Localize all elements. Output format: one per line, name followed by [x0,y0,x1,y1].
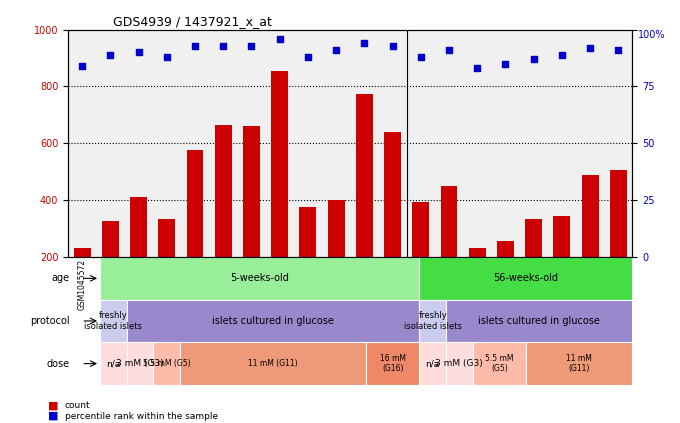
Text: 16 mM
(G16): 16 mM (G16) [380,354,406,374]
Bar [581,175,598,257]
Point [218,42,228,49]
Text: GDS4939 / 1437921_x_at: GDS4939 / 1437921_x_at [113,16,272,28]
Bar [186,151,203,257]
Bar [100,299,126,342]
Bar [180,342,366,385]
Bar [473,342,526,385]
Bar [441,186,458,257]
Point [161,54,172,60]
Point [330,47,341,53]
Point [133,49,144,56]
Point [190,42,201,49]
Bar [126,299,420,342]
Bar [610,170,627,257]
Bar [526,342,632,385]
Bar [554,216,571,257]
Bar [420,299,446,342]
Bar [271,71,288,257]
Point [556,51,567,58]
Text: islets cultured in glucose: islets cultured in glucose [478,316,600,326]
Bar [243,126,260,257]
Text: freshly
isolated islets: freshly isolated islets [84,311,142,331]
Point [274,36,285,42]
Text: age: age [51,273,69,283]
Point [387,42,398,49]
Text: n/a: n/a [106,359,120,368]
Bar [100,257,420,299]
Point [246,42,257,49]
Bar [412,202,429,257]
Bar [366,342,420,385]
Bar [158,219,175,257]
Text: 5-weeks-old: 5-weeks-old [231,273,289,283]
Bar [153,342,180,385]
Bar [469,248,486,257]
Point [77,63,88,69]
Point [585,44,596,51]
Text: count: count [65,401,90,410]
Point [613,47,624,53]
Bar [356,93,373,257]
Text: 3 mM (G3): 3 mM (G3) [435,359,483,368]
Text: 56-weeks-old: 56-weeks-old [494,273,558,283]
Text: percentile rank within the sample: percentile rank within the sample [65,412,218,421]
Text: 3 mM (G3): 3 mM (G3) [116,359,164,368]
Bar [130,197,147,257]
Text: 11 mM (G11): 11 mM (G11) [248,359,298,368]
Bar [215,125,232,257]
Bar [525,219,542,257]
Point [528,56,539,63]
Point [472,65,483,71]
Text: 100%: 100% [638,30,666,40]
Bar [420,257,632,299]
Text: freshly
isolated islets: freshly isolated islets [404,311,462,331]
Point [500,60,511,67]
Point [443,47,454,53]
Bar [420,342,446,385]
Bar [102,222,119,257]
Text: 5.5 mM (G5): 5.5 mM (G5) [143,359,190,368]
Bar [446,299,632,342]
Text: dose: dose [46,359,69,368]
Bar [497,242,514,257]
Text: islets cultured in glucose: islets cultured in glucose [212,316,334,326]
Text: 11 mM
(G11): 11 mM (G11) [566,354,592,374]
Text: protocol: protocol [30,316,69,326]
Point [105,51,116,58]
Point [359,40,370,47]
Bar [73,248,90,257]
Bar [384,132,401,257]
Point [303,54,313,60]
Point [415,54,426,60]
Bar [299,207,316,257]
Bar [328,200,345,257]
Text: 5.5 mM
(G5): 5.5 mM (G5) [485,354,513,374]
Text: n/a: n/a [426,359,440,368]
Bar [100,342,126,385]
Bar [446,342,473,385]
Text: ■: ■ [48,411,58,421]
Text: ■: ■ [48,400,58,410]
Bar [126,342,153,385]
